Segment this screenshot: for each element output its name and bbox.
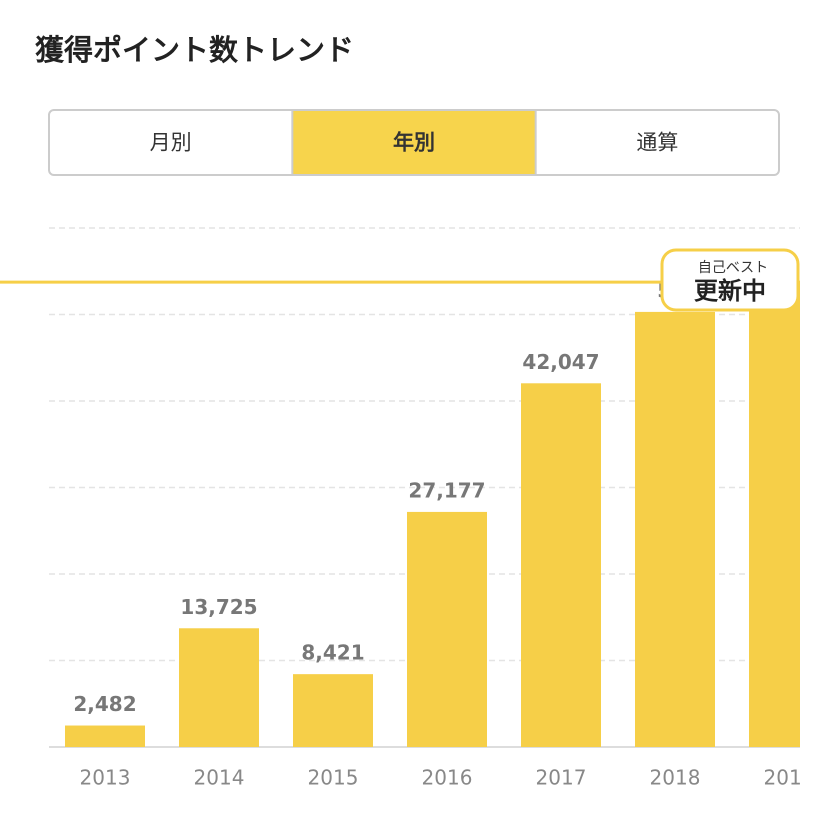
tab-label[interactable]: 年別	[393, 131, 435, 155]
bar	[65, 725, 145, 747]
bar	[293, 674, 373, 747]
badge-text: 更新中	[694, 277, 766, 305]
bar	[521, 383, 601, 747]
bar	[407, 511, 487, 747]
tab-selected[interactable]	[292, 111, 536, 174]
bar	[635, 311, 715, 747]
tab-label[interactable]: 月別	[150, 131, 192, 155]
x-tick-label: 2014	[194, 766, 245, 790]
tab-bar: 月別 年別 通算	[48, 109, 780, 176]
x-tick-label: 2019	[764, 766, 815, 790]
tab-label[interactable]: 通算	[636, 131, 678, 155]
value-label: 42,047	[522, 350, 599, 374]
x-tick-label: 2018	[650, 766, 701, 790]
chart: 2013 2,482 2014 13,725 2015 8,421 2016 27,177 20…	[49, 227, 815, 790]
value-label: 2,482	[73, 692, 136, 716]
value-label: 27,177	[408, 478, 485, 502]
x-tick-label: 2017	[536, 766, 587, 790]
bar	[749, 282, 800, 747]
badge-box	[660, 248, 800, 312]
value-label: 13,725	[180, 595, 257, 619]
badge-caption: 自己ベスト	[698, 260, 768, 276]
x-tick-label: 2013	[80, 766, 131, 790]
x-tick-label: 2015	[308, 766, 359, 790]
title: 獲得ポイント数トレンド	[35, 33, 354, 67]
bar	[179, 628, 259, 747]
x-tick-label: 2016	[422, 766, 473, 790]
value-label: 8,421	[301, 641, 364, 665]
best-badge: 自己ベスト 更新中	[660, 248, 800, 312]
